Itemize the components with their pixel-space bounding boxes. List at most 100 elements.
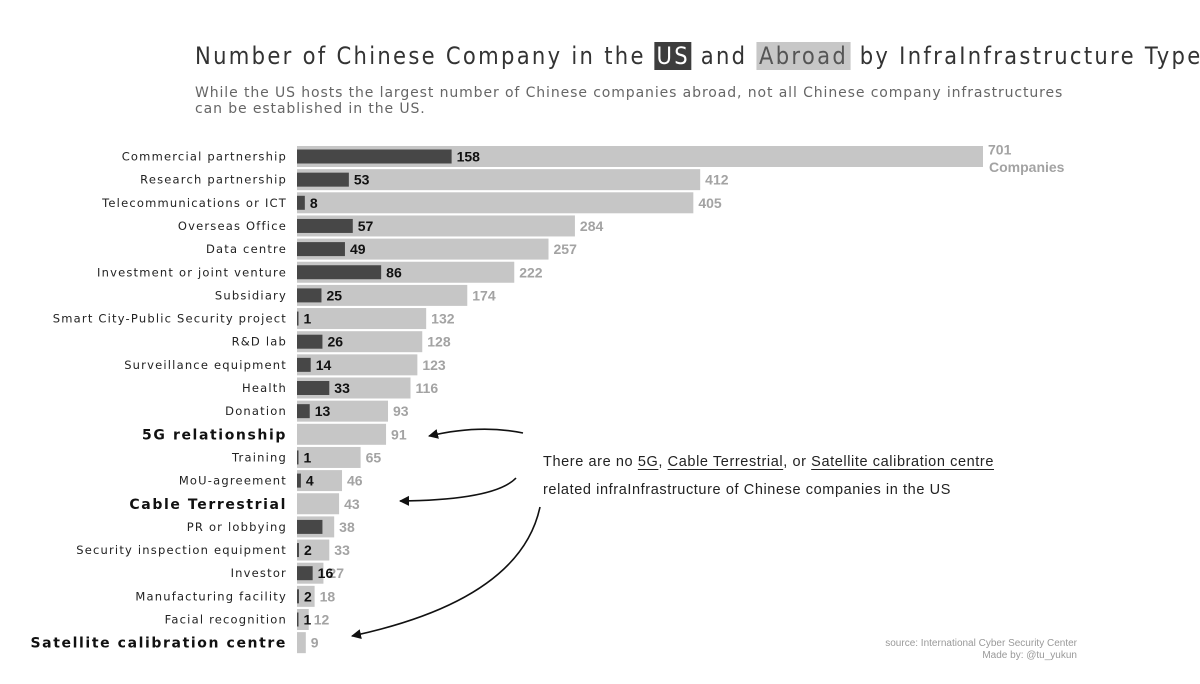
note-item-satellite: Satellite calibration centre [811,454,995,470]
category-label-telecommunications-or-ict: Telecommunications or ICT [101,196,287,210]
bar-abroad-training [297,446,361,468]
value-abroad-overseas-office: 284 [580,218,604,234]
category-label-facial-recognition: Facial recognition [165,613,287,627]
value-abroad-commercial-partnership: 701 [988,142,1012,158]
source-credit: source: International Cyber Security Cen… [885,638,1077,662]
category-label-5g-relationship: 5G relationship [142,427,287,443]
bar-us-health [297,381,330,395]
category-label-pr-or-lobbying: PR or lobbying [187,520,287,534]
category-label-smart-city-public-security-project: Smart City-Public Security project [53,312,287,326]
note-item-5g: 5G [637,454,659,470]
value-us-subsidiary: 25 [326,287,342,303]
value-abroad-research-partnership: 412 [705,172,729,188]
labels-layer: Commercial partnership 701 158 Research par… [31,142,1012,652]
annotation-arrows [351,428,541,640]
bar-us-investment-or-joint-venture [297,265,382,280]
category-label-investment-or-joint-venture: Investment or joint venture [97,265,287,279]
category-label-health: Health [242,381,287,395]
author-line: Made by: @tu_yukun [982,650,1077,661]
bar-abroad-surveillance-equipment [297,354,418,376]
value-us-overseas-office: 57 [358,218,374,234]
chart-subtitle: While the US hosts the largest number of… [195,85,1064,117]
value-us-investment-or-joint-venture: 86 [386,264,402,280]
bar-us-data-centre [297,242,345,257]
value-abroad-surveillance-equipment: 123 [422,357,446,373]
note-prefix: There are no [543,454,638,470]
value-us-facial-recognition: 1 [304,612,312,628]
bar-us-commercial-partnership [297,149,452,164]
bar-abroad-data-centre [297,238,549,260]
title-us-highlight: US [654,42,692,70]
category-label-satellite-calibration-centre: Satellite calibration centre [31,636,288,652]
title-part-3: by InfraInfrastructure Type [850,42,1200,70]
bar-abroad-security-inspection-equipment [297,539,330,561]
note-sep-2: , or [783,454,812,470]
chart-title: Number of Chinese Company in the US and … [195,42,1200,70]
value-us-security-inspection-equipment: 2 [304,542,312,558]
value-abroad-cable-terrestrial: 43 [344,496,360,512]
value-abroad-mou-agreement: 46 [347,473,363,489]
value-us-training: 1 [304,449,312,465]
value-abroad-satellite-calibration-centre: 9 [311,635,319,651]
arrow-satellite [351,506,541,640]
value-abroad-pr-or-lobbying: 38 [339,519,355,535]
bar-us-manufacturing-facility [297,589,299,604]
bar-abroad-research-partnership [297,169,701,191]
bars-layer [297,146,983,654]
bar-us-overseas-office [297,218,353,233]
category-label-commercial-partnership: Commercial partnership [122,150,287,164]
bar-us-investor [297,566,313,581]
value-abroad-data-centre: 257 [554,241,578,257]
value-abroad-health: 116 [416,380,439,396]
value-abroad-5g-relationship: 91 [391,426,407,442]
bar-us-surveillance-equipment [297,357,311,372]
bar-us-research-partnership [297,172,349,187]
note-item-cable: Cable Terrestrial [667,454,784,470]
bar-abroad-smart-city-public-security-project [297,308,427,330]
category-label-research-partnership: Research partnership [140,173,287,187]
category-label-investor: Investor [231,566,287,580]
value-abroad-manufacturing-facility: 18 [320,588,336,604]
category-label-data-centre: Data centre [206,242,287,256]
bar-us-telecommunications-or-ict [297,195,305,210]
note-line-2: related infraInfrastructure of Chinese c… [543,482,951,498]
category-label-overseas-office: Overseas Office [178,219,287,233]
category-label-r-d-lab: R&D lab [232,335,287,349]
annotation-note: There are no 5G, Cable Terrestrial, or S… [543,448,994,504]
value-us-telecommunications-or-ict: 8 [310,195,318,211]
category-label-training: Training [231,450,287,464]
value-us-investor: 16 [318,565,334,581]
category-label-cable-terrestrial: Cable Terrestrial [129,497,287,513]
source-line: source: International Cyber Security Cen… [885,638,1077,649]
value-us-manufacturing-facility: 2 [304,588,312,604]
value-abroad-investment-or-joint-venture: 222 [519,264,543,280]
value-abroad-subsidiary: 174 [472,287,496,303]
value-us-donation: 13 [315,403,331,419]
value-us-r-d-lab: 26 [327,334,343,350]
bar-abroad-subsidiary [297,284,468,306]
bar-abroad-manufacturing-facility [297,585,315,607]
bar-us-smart-city-public-security-project [297,311,299,326]
bar-us-training [297,450,299,465]
value-abroad-investor: 27 [328,565,344,581]
arrow-cable-terrestrial [399,477,517,506]
title-abroad-highlight: Abroad [756,42,851,70]
value-us-data-centre: 49 [350,241,366,257]
bar-us-security-inspection-equipment [297,543,299,558]
category-label-mou-agreement: MoU-agreement [179,474,287,488]
bar-abroad-overseas-office [297,215,575,237]
bar-abroad-commercial-partnership [297,146,983,167]
bar-us-facial-recognition [297,612,299,627]
title-part-2: and [691,42,757,70]
category-label-security-inspection-equipment: Security inspection equipment [76,543,287,557]
value-us-health: 33 [334,380,350,396]
category-label-surveillance-equipment: Surveillance equipment [124,358,287,372]
bar-us-mou-agreement [297,473,301,488]
bar-abroad-satellite-calibration-centre [297,632,306,654]
bar-abroad-cable-terrestrial [297,493,340,515]
bar-us-pr-or-lobbying [297,519,323,534]
value-abroad-training: 65 [366,449,382,465]
value-abroad-telecommunications-or-ict: 405 [698,195,722,211]
bar-abroad-mou-agreement [297,470,343,492]
